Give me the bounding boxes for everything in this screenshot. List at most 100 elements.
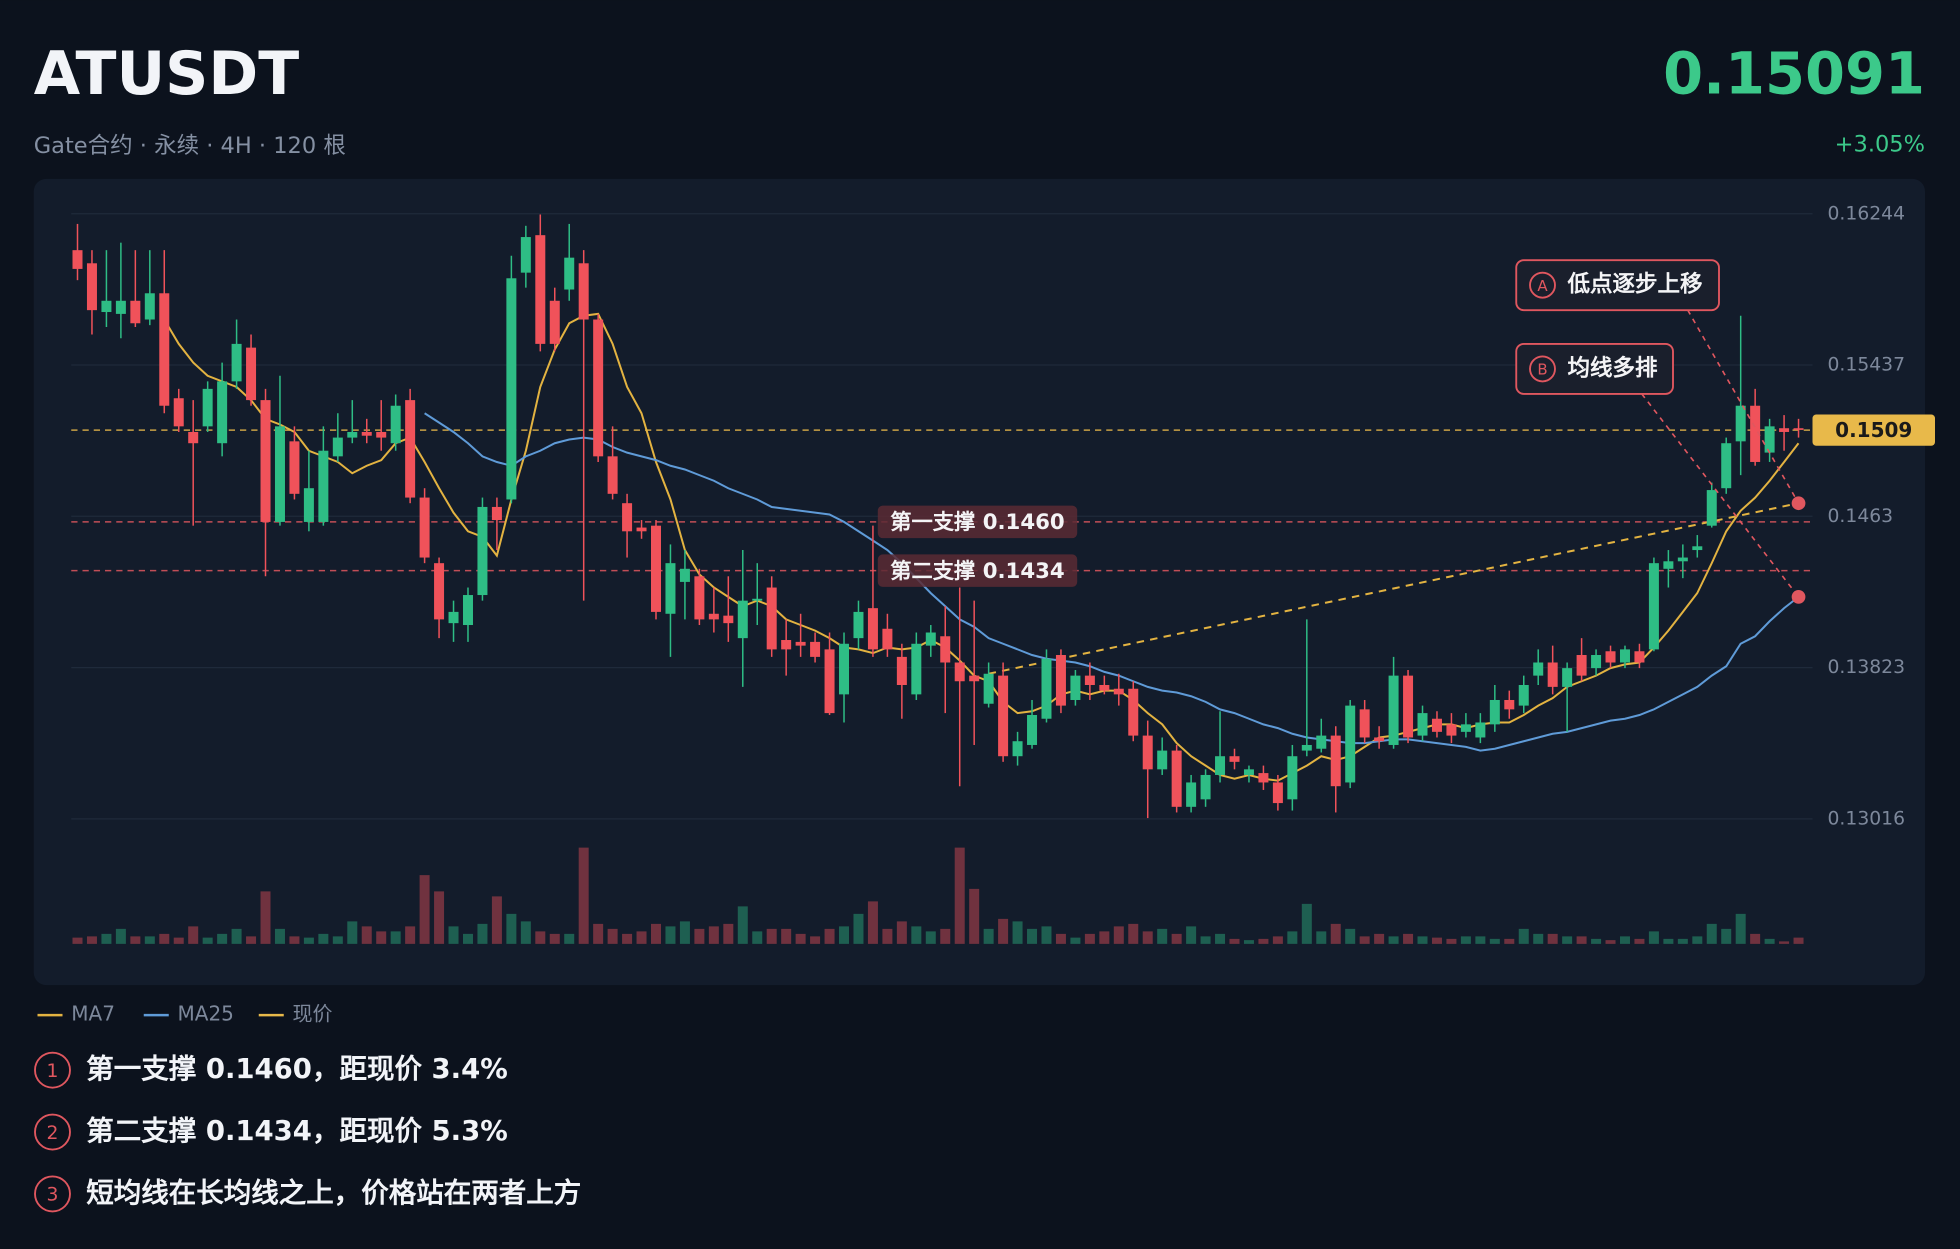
volume-bar <box>115 928 126 944</box>
volume-bar <box>1084 933 1095 944</box>
candle-body <box>1012 741 1023 757</box>
candle-body <box>1113 688 1124 695</box>
volume-bar <box>940 928 951 944</box>
candle-body <box>1330 735 1341 787</box>
volume-bar <box>361 926 372 944</box>
volume-bar <box>1301 903 1312 944</box>
volume-bar <box>1113 926 1124 944</box>
candle-body <box>1706 490 1717 526</box>
volume-bar <box>1287 931 1298 944</box>
volume-bar <box>1619 936 1630 944</box>
volume-bar <box>231 928 242 944</box>
candle-body <box>1446 724 1457 736</box>
annotation-marker-ring <box>1529 355 1556 383</box>
volume-bar <box>217 933 228 944</box>
candle-body <box>1576 655 1587 676</box>
candle-body <box>1374 737 1385 742</box>
candle-body <box>1605 651 1616 663</box>
volume-bar <box>303 937 314 944</box>
volume-bar <box>1272 936 1283 944</box>
legend-label: 现价 <box>293 1002 333 1026</box>
candle-body <box>173 398 184 427</box>
volume-bar <box>1793 937 1804 944</box>
candle-body <box>231 343 242 382</box>
candle-body <box>622 503 633 532</box>
volume-bar <box>896 921 907 944</box>
volume-bar <box>824 928 835 944</box>
candle-body <box>651 525 661 612</box>
candle-body <box>419 497 430 558</box>
candle-body <box>1403 675 1414 738</box>
volume-bar <box>1518 928 1529 944</box>
annotation-connector <box>1641 393 1800 598</box>
candle-body <box>781 640 792 650</box>
candle-body <box>101 300 112 313</box>
note-marker-ring <box>34 1175 71 1213</box>
candle-body <box>810 641 821 657</box>
volume-bar <box>607 928 618 944</box>
volume-bar <box>1157 928 1168 944</box>
candle-body <box>1099 684 1110 691</box>
candle-body <box>361 431 372 436</box>
candle-body <box>1055 655 1066 706</box>
candle-body <box>593 319 604 457</box>
candle-body <box>549 300 560 344</box>
candle-body <box>506 278 517 500</box>
volume-bar <box>578 847 589 944</box>
volume-bar <box>1403 933 1414 944</box>
candle-body <box>1562 668 1573 687</box>
candle-body <box>1301 744 1312 751</box>
candle-body <box>665 563 676 614</box>
legend-label: MA25 <box>178 1002 234 1026</box>
volume-bar <box>1475 936 1486 944</box>
candle-body <box>1345 705 1356 783</box>
volume-bar <box>1446 938 1457 944</box>
candle-body <box>1229 756 1240 762</box>
candle-body <box>752 598 763 601</box>
volume-bar <box>1027 928 1038 944</box>
annotation-marker: B <box>1537 361 1547 379</box>
volume-bar <box>419 875 430 944</box>
volume-bar <box>1533 933 1544 944</box>
volume-bar <box>1070 937 1081 944</box>
candle-body <box>1793 428 1804 430</box>
volume-bar <box>202 937 213 944</box>
volume-bar <box>723 923 734 944</box>
candle-body <box>564 257 575 290</box>
candle-body <box>694 576 705 620</box>
candle-body <box>491 506 502 521</box>
candle-body <box>347 431 358 438</box>
volume-bar <box>1605 940 1616 944</box>
candle-body <box>954 662 965 682</box>
note-text: 第二支撑 0.1434，距现价 5.3% <box>86 1115 508 1147</box>
candle-body <box>1084 675 1095 685</box>
volume-bar <box>679 921 690 944</box>
candle-body <box>896 656 907 685</box>
candle-body <box>911 643 922 695</box>
y-tick-label: 0.16244 <box>1828 203 1906 224</box>
volume-bar <box>1229 938 1240 944</box>
candle-body <box>1200 774 1211 800</box>
candle-body <box>795 641 806 646</box>
title: ATUSDT <box>34 39 299 109</box>
annotation-box <box>1515 259 1720 312</box>
volume-bar <box>1562 936 1573 944</box>
volume-bar <box>1316 931 1327 944</box>
candle-body <box>1475 722 1486 738</box>
candle-body <box>882 628 893 650</box>
candle-body <box>1489 699 1500 725</box>
volume-bar <box>188 926 199 944</box>
candle-body <box>188 431 199 444</box>
support-label: 第一支撑 0.1460 <box>890 509 1064 535</box>
price-tag-bg <box>1812 414 1935 446</box>
volume-bar <box>1648 931 1659 944</box>
candle-body <box>1388 675 1399 745</box>
candle-body <box>983 673 994 704</box>
candle-body <box>260 400 271 522</box>
volume-bar <box>347 921 358 944</box>
candle-body <box>1634 651 1645 663</box>
volume-bar <box>925 931 936 944</box>
note-marker-ring <box>34 1051 71 1089</box>
candle-body <box>867 608 878 650</box>
volume-bar <box>1764 938 1775 944</box>
